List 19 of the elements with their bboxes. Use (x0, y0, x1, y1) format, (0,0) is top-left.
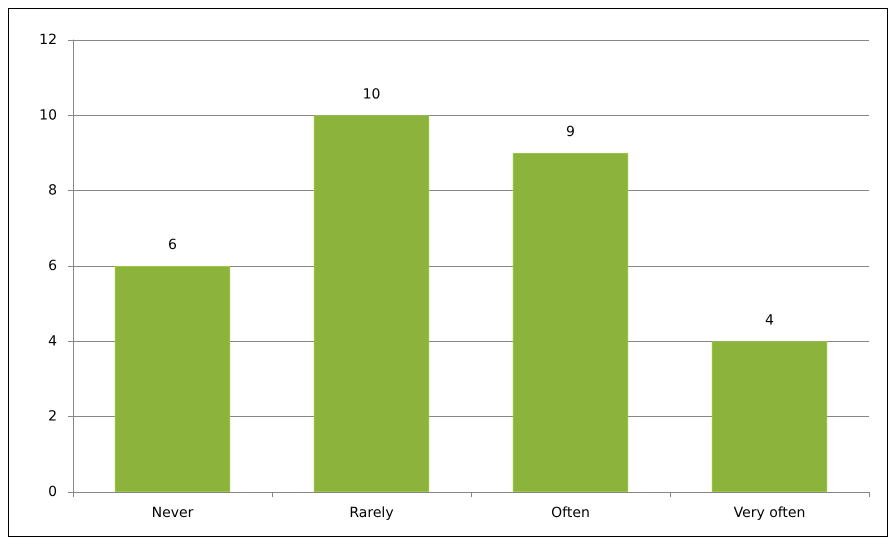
x-tick-label: Never (152, 505, 194, 521)
data-label: 10 (362, 86, 380, 102)
x-tick-label: Very often (734, 505, 806, 521)
data-label: 6 (168, 237, 178, 253)
y-tick-label: 10 (39, 107, 57, 124)
y-tick-label: 12 (39, 32, 57, 48)
y-tick-label: 2 (48, 408, 57, 425)
x-tick-label: Rarely (349, 505, 394, 521)
data-label: 4 (765, 312, 774, 328)
y-tick-label: 6 (48, 258, 58, 274)
bar (114, 266, 230, 492)
y-tick-label: 8 (48, 182, 57, 199)
y-tick-label: 0 (48, 484, 57, 500)
data-label: 9 (566, 124, 575, 140)
y-tick-label: 4 (48, 333, 58, 350)
bar (712, 341, 828, 492)
x-tick-label: Often (551, 505, 590, 521)
bar (512, 153, 628, 492)
bar (314, 115, 430, 492)
